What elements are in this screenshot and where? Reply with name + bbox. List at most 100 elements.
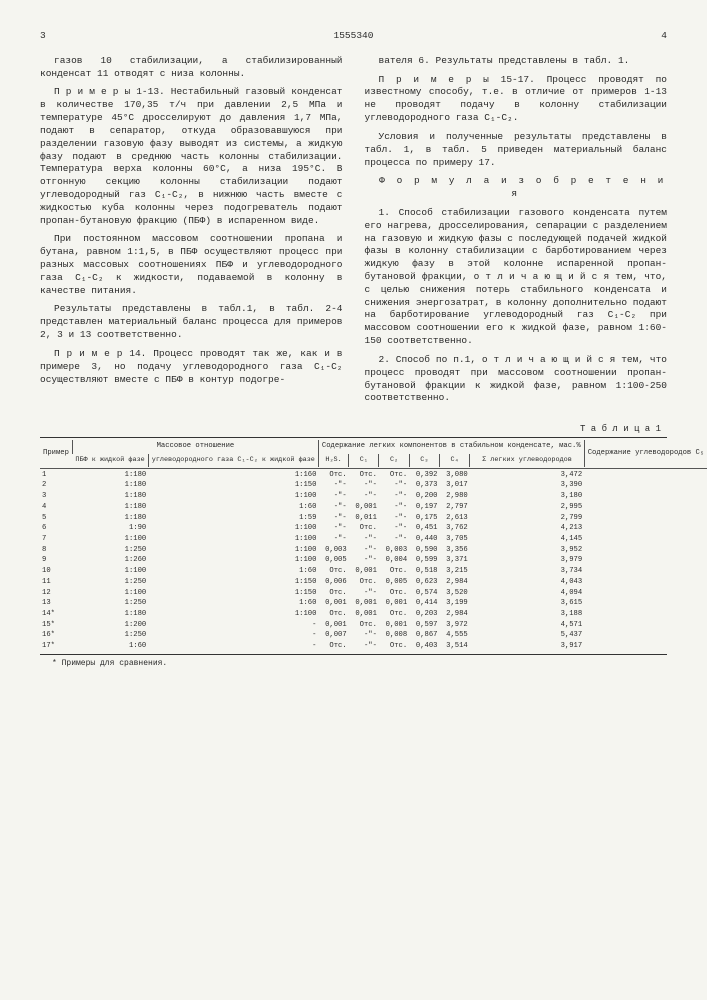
para: П р и м е р 14. Процесс проводят так же,… [40, 348, 343, 386]
table-cell: 0,867 [409, 631, 439, 642]
table-cell: 0,590 [409, 545, 439, 556]
formula-heading: Ф о р м у л а и з о б р е т е н и я [365, 175, 668, 201]
table-cell: 7 [40, 534, 72, 545]
col-head: ПБФ к жидкой фазе [72, 454, 148, 467]
table-cell: -"- [349, 492, 379, 503]
table-cell: 1:250 [72, 577, 148, 588]
table-cell: 1:100 [148, 492, 318, 503]
table-row: 121:1001:150Отс.-"-Отс.0,5743,5204,0942,… [40, 588, 707, 599]
table-cell: 0,011 [349, 513, 379, 524]
table-cell: -"- [349, 631, 379, 642]
table-cell: Отс. [379, 588, 409, 599]
table-cell: -"- [379, 534, 409, 545]
table-row: 111:2501:1500,006Отс.0,0050,6232,9844,04… [40, 577, 707, 588]
table-cell: 3,514 [439, 642, 469, 653]
table-cell: 0,001 [318, 599, 348, 610]
table-cell: 0,006 [318, 577, 348, 588]
table-cell: 0,623 [409, 577, 439, 588]
table-cell: 1:200 [72, 620, 148, 631]
table-cell: 0,005 [379, 577, 409, 588]
table-cell: Отс. [318, 642, 348, 653]
table-cell: 1:100 [72, 588, 148, 599]
table-cell: 0,574 [409, 588, 439, 599]
table-cell: 1:160 [148, 470, 318, 481]
table-cell: 5,437 [470, 631, 584, 642]
table-cell: 0,518 [409, 567, 439, 578]
table-cell: 2,984 [439, 577, 469, 588]
col-head: H₂S. [318, 454, 348, 467]
table-cell: 3,734 [470, 567, 584, 578]
table-cell: 0,599 [409, 556, 439, 567]
table-cell: -"- [318, 524, 348, 535]
table-cell: -"- [349, 545, 379, 556]
table-cell: Отс. [349, 470, 379, 481]
table-row: 101:1001:60Отс.0,001Отс.0,5183,2153,7340… [40, 567, 707, 578]
table-cell: 1,014 [584, 610, 707, 621]
table-cell: 0,001 [349, 599, 379, 610]
right-column: вателя 6. Результаты представлены в табл… [365, 55, 668, 411]
table-cell: - [148, 642, 318, 653]
table-cell: 1:180 [72, 492, 148, 503]
table-cell: 0,970 [584, 502, 707, 513]
table-cell: 0,403 [409, 642, 439, 653]
table-cell: 2,613 [439, 513, 469, 524]
table-cell: 6 [40, 524, 72, 535]
para: Условия и полученные результаты представ… [365, 131, 668, 169]
table-row: 11:1801:160Отс.Отс.Отс.0,3923,0803,4723,… [40, 470, 707, 481]
table-cell: 0,203 [409, 610, 439, 621]
table-body: 11:1801:160Отс.Отс.Отс.0,3923,0803,4723,… [40, 470, 707, 652]
table-cell: 3,371 [439, 556, 469, 567]
table-cell: 3,080 [439, 470, 469, 481]
table-cell: -"- [318, 513, 348, 524]
table-row: 71:1001:100-"--"--"-0,4403,7054,1451,098… [40, 534, 707, 545]
table-cell: 0,200 [409, 492, 439, 503]
table-cell: 1:60 [148, 599, 318, 610]
table-cell: - [148, 631, 318, 642]
table-cell: Отс. [349, 577, 379, 588]
table-cell: 2,799 [470, 513, 584, 524]
table-cell: 0,001 [349, 610, 379, 621]
table-row: 91:2601:1000,005-"-0,0040,5993,3713,9791… [40, 556, 707, 567]
table-cell: 3,000 [584, 642, 707, 653]
table-cell: 2,995 [470, 502, 584, 513]
table-cell: 1 [40, 470, 72, 481]
table-cell: -"- [349, 642, 379, 653]
table-cell: 3,013 [584, 620, 707, 631]
table-cell: 4,043 [470, 577, 584, 588]
table-cell: 3,979 [470, 556, 584, 567]
table-cell: 3,207 [584, 631, 707, 642]
table-cell: 0,414 [409, 599, 439, 610]
table-cell: 3 [40, 492, 72, 503]
table-cell: 16* [40, 631, 72, 642]
table-cell: -"- [349, 534, 379, 545]
para: При постоянном массовом соотношении проп… [40, 233, 343, 297]
col-group-head: Содержание легких компонентов в стабильн… [318, 440, 584, 454]
col-head: Пример [40, 440, 72, 467]
table-cell: 3,952 [470, 545, 584, 556]
table-cell: 0,001 [379, 599, 409, 610]
col-head: С₄ [439, 454, 469, 467]
header-row: 3 1555340 4 [40, 30, 667, 43]
table-cell: -"- [379, 492, 409, 503]
table-cell: 1:59 [148, 513, 318, 524]
table-cell: 4,213 [470, 524, 584, 535]
table-cell: 1,095 [584, 524, 707, 535]
table-cell: Отс. [349, 524, 379, 535]
table-cell: 2,797 [439, 502, 469, 513]
table-footnote: * Примеры для сравнения. [40, 659, 667, 670]
table-cell: 17* [40, 642, 72, 653]
table-cell: 3,017 [439, 481, 469, 492]
table-cell: 1,203 [584, 545, 707, 556]
table-cell: Отс. [318, 588, 348, 599]
table-cell: 4 [40, 502, 72, 513]
table-cell: Отс. [318, 567, 348, 578]
table-cell: 3,615 [470, 599, 584, 610]
table-cell: 3,180 [470, 492, 584, 503]
table-cell: 5 [40, 513, 72, 524]
table-cell: 4,094 [470, 588, 584, 599]
table-cell: 2,618 [584, 577, 707, 588]
table-cell: 1,983 [584, 599, 707, 610]
table-cell: Отс. [318, 470, 348, 481]
table-cell: 4,571 [470, 620, 584, 631]
table-cell: 0,175 [409, 513, 439, 524]
